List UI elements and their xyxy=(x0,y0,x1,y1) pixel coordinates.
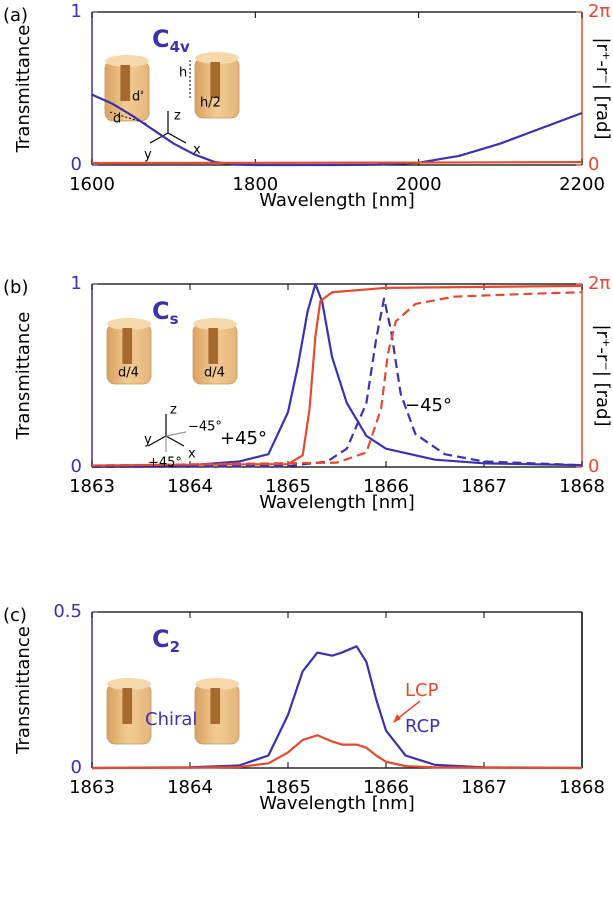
panel-label: (a) xyxy=(3,5,28,26)
axis-glyph-label: x xyxy=(188,447,196,462)
x-tick-label: 1868 xyxy=(559,476,605,497)
x-tick-label: 1864 xyxy=(167,777,213,798)
y-tick-label: 0 xyxy=(71,757,82,778)
x-tick-label: 1600 xyxy=(69,174,115,195)
axis-glyph-label: z xyxy=(174,109,181,124)
x-tick-label: 1868 xyxy=(559,777,605,798)
x-tick-label: 2000 xyxy=(396,174,442,195)
symmetry-subscript: 4v xyxy=(170,38,190,56)
y2-axis-label: |r⁺-r⁻| [rad] xyxy=(592,37,613,139)
inset-label: Chiral xyxy=(145,709,197,730)
series-line xyxy=(92,646,582,768)
axis-glyph-label: y xyxy=(144,433,152,448)
axis-glyph xyxy=(166,432,186,436)
x-tick-label: 1866 xyxy=(363,476,409,497)
y2-tick-label: 0 xyxy=(588,154,599,175)
x-tick-label: 1866 xyxy=(363,777,409,798)
curve-label: −45° xyxy=(405,395,452,416)
slot xyxy=(208,328,218,364)
y-axis-label: Transmittance xyxy=(13,25,34,154)
x-tick-label: 1867 xyxy=(461,777,507,798)
y-tick-label: 1 xyxy=(71,1,82,22)
x-tick-label: 1864 xyxy=(167,476,213,497)
axis-glyph-label: y xyxy=(144,148,152,163)
series-line xyxy=(92,735,582,768)
slot xyxy=(210,688,220,724)
axis-glyph-label: x xyxy=(193,143,201,158)
x-tick-label: 1863 xyxy=(69,476,115,497)
y-tick-label: 0.5 xyxy=(53,601,82,622)
x-tick-label: 1865 xyxy=(265,777,311,798)
axis-glyph xyxy=(166,436,184,446)
symmetry-label: C4v xyxy=(152,25,190,56)
y-tick-label: 0 xyxy=(71,456,82,477)
series-line xyxy=(92,162,582,163)
y2-tick-label: 0 xyxy=(588,456,599,477)
y-axis-label: Transmittance xyxy=(13,312,34,441)
slot xyxy=(122,688,132,724)
series-line xyxy=(92,95,582,165)
panel-label: (b) xyxy=(3,277,28,298)
y-tick-label: 1 xyxy=(71,273,82,294)
inset-label: d/4 xyxy=(204,366,225,381)
y2-tick-label: 2π xyxy=(588,1,610,22)
axis-glyph-label: +45° xyxy=(148,456,182,471)
symmetry-subscript: s xyxy=(170,310,179,328)
inset-label: d/4 xyxy=(118,366,139,381)
arrow-head xyxy=(393,714,401,723)
x-tick-label: 1865 xyxy=(265,476,311,497)
inset-label: d' xyxy=(132,90,144,105)
axis-glyph-label: −45° xyxy=(188,420,222,435)
x-tick-label: 1800 xyxy=(232,174,278,195)
symmetry-label: Cs xyxy=(152,297,179,328)
y2-tick-label: 2π xyxy=(588,273,610,294)
x-axis-label: Wavelength [nm] xyxy=(259,190,415,211)
y2-axis-label: |r⁺-r⁻| [rad] xyxy=(592,324,613,426)
symmetry-subscript: 2 xyxy=(170,638,180,656)
symmetry-symbol: C xyxy=(152,625,170,653)
y-tick-label: 0 xyxy=(71,154,82,175)
x-tick-label: 1863 xyxy=(69,777,115,798)
inset-label: h xyxy=(179,66,187,81)
x-tick-label: 2200 xyxy=(559,174,605,195)
slot xyxy=(120,65,130,101)
curve-label: LCP xyxy=(405,680,439,701)
inset-label: d xyxy=(113,112,121,127)
y-axis-label: Transmittance xyxy=(13,626,34,755)
curve-label: +45° xyxy=(220,428,267,449)
symmetry-symbol: C xyxy=(152,297,170,325)
curve-label: RCP xyxy=(405,716,440,737)
symmetry-label: C2 xyxy=(152,625,180,656)
figure: C2(c)TransmittanceWavelength [nm]0.50186… xyxy=(0,0,613,909)
panel-label: (c) xyxy=(3,605,27,626)
slot xyxy=(210,62,220,98)
inset-label: h/2 xyxy=(200,96,221,111)
symmetry-symbol: C xyxy=(152,25,170,53)
x-tick-label: 1867 xyxy=(461,476,507,497)
axis-glyph-label: z xyxy=(170,403,177,418)
slot xyxy=(122,328,132,364)
